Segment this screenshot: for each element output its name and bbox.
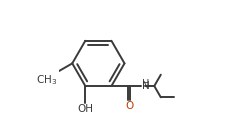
- Text: OH: OH: [77, 104, 93, 114]
- Text: N: N: [142, 81, 150, 91]
- Text: O: O: [125, 101, 133, 111]
- Text: CH$_3$: CH$_3$: [36, 73, 57, 87]
- Text: H: H: [142, 79, 149, 89]
